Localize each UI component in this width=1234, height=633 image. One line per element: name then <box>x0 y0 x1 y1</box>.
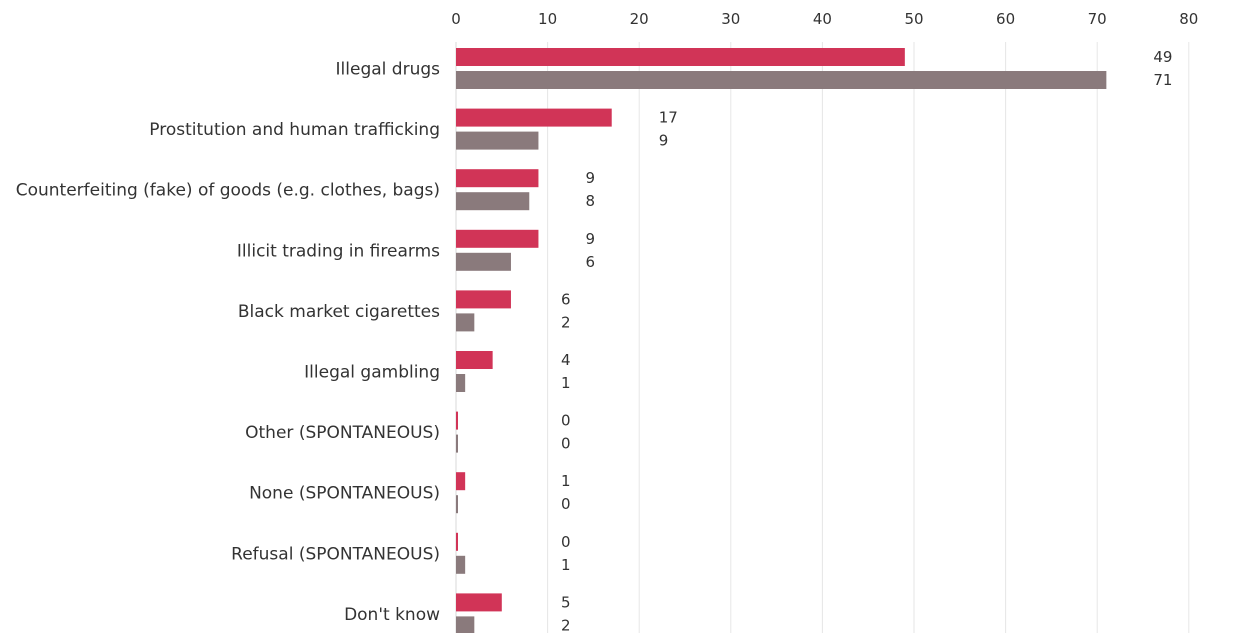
value-label: 17 <box>659 109 678 127</box>
bar <box>456 434 458 453</box>
bar <box>456 252 511 271</box>
x-axis-ticks: 0 10 20 30 40 50 60 70 80 <box>451 10 1198 28</box>
x-tick-label: 20 <box>630 10 649 28</box>
bar <box>456 169 539 188</box>
value-label: 4 <box>561 351 571 369</box>
value-label: 9 <box>585 169 595 187</box>
value-label: 9 <box>585 230 595 248</box>
bar <box>456 411 458 430</box>
value-label: 2 <box>561 313 571 331</box>
x-tick-label: 0 <box>451 10 461 28</box>
x-tick-label: 80 <box>1179 10 1198 28</box>
category-label: Illegal drugs <box>336 60 441 80</box>
category-label: Illegal gambling <box>304 363 440 383</box>
value-label: 1 <box>561 556 571 574</box>
category-label: Illicit trading in firearms <box>237 241 440 261</box>
value-label: 49 <box>1153 48 1172 66</box>
bar <box>456 229 539 248</box>
value-label: 1 <box>561 472 571 490</box>
x-tick-label: 60 <box>996 10 1015 28</box>
value-label: 71 <box>1153 71 1172 89</box>
bar <box>456 108 612 127</box>
x-tick-label: 50 <box>904 10 923 28</box>
x-tick-label: 10 <box>538 10 557 28</box>
bar <box>456 616 475 633</box>
category-label: Prostitution and human trafficking <box>149 120 440 140</box>
bar <box>456 192 530 211</box>
value-label: 2 <box>561 616 571 633</box>
value-label: 0 <box>561 435 571 453</box>
x-tick-label: 70 <box>1088 10 1107 28</box>
bar <box>456 313 475 332</box>
category-label: Refusal (SPONTANEOUS) <box>231 544 440 564</box>
gridlines <box>455 42 1190 633</box>
bar <box>456 555 466 574</box>
bar <box>456 532 458 551</box>
category-label: Black market cigarettes <box>238 302 440 322</box>
value-label: 1 <box>561 374 571 392</box>
x-tick-label: 30 <box>721 10 740 28</box>
category-label: None (SPONTANEOUS) <box>249 484 440 504</box>
bar <box>456 48 905 66</box>
value-label: 0 <box>561 533 571 551</box>
category-labels: Illegal drugs Prostitution and human traf… <box>16 60 440 625</box>
bar <box>456 374 466 392</box>
bar <box>456 71 1107 89</box>
bar <box>456 351 493 369</box>
value-label: 6 <box>561 290 571 308</box>
bar <box>456 495 458 514</box>
value-label: 8 <box>585 192 595 210</box>
bar <box>456 131 539 150</box>
value-label: 0 <box>561 412 571 430</box>
x-tick-label: 40 <box>813 10 832 28</box>
value-label: 5 <box>561 593 571 611</box>
value-labels: 49 71 17 9 9 8 9 6 6 2 4 1 0 0 1 0 0 1 5 2 <box>561 48 1172 633</box>
category-label: Don't know <box>344 605 440 625</box>
value-label: 6 <box>585 253 595 271</box>
value-label: 9 <box>659 132 669 150</box>
bar <box>456 593 502 612</box>
bar <box>456 290 511 309</box>
bar <box>456 472 466 491</box>
value-label: 0 <box>561 495 571 513</box>
bars <box>456 48 1107 633</box>
category-label: Other (SPONTANEOUS) <box>245 423 440 443</box>
category-label: Counterfeiting (fake) of goods (e.g. clo… <box>16 181 440 201</box>
